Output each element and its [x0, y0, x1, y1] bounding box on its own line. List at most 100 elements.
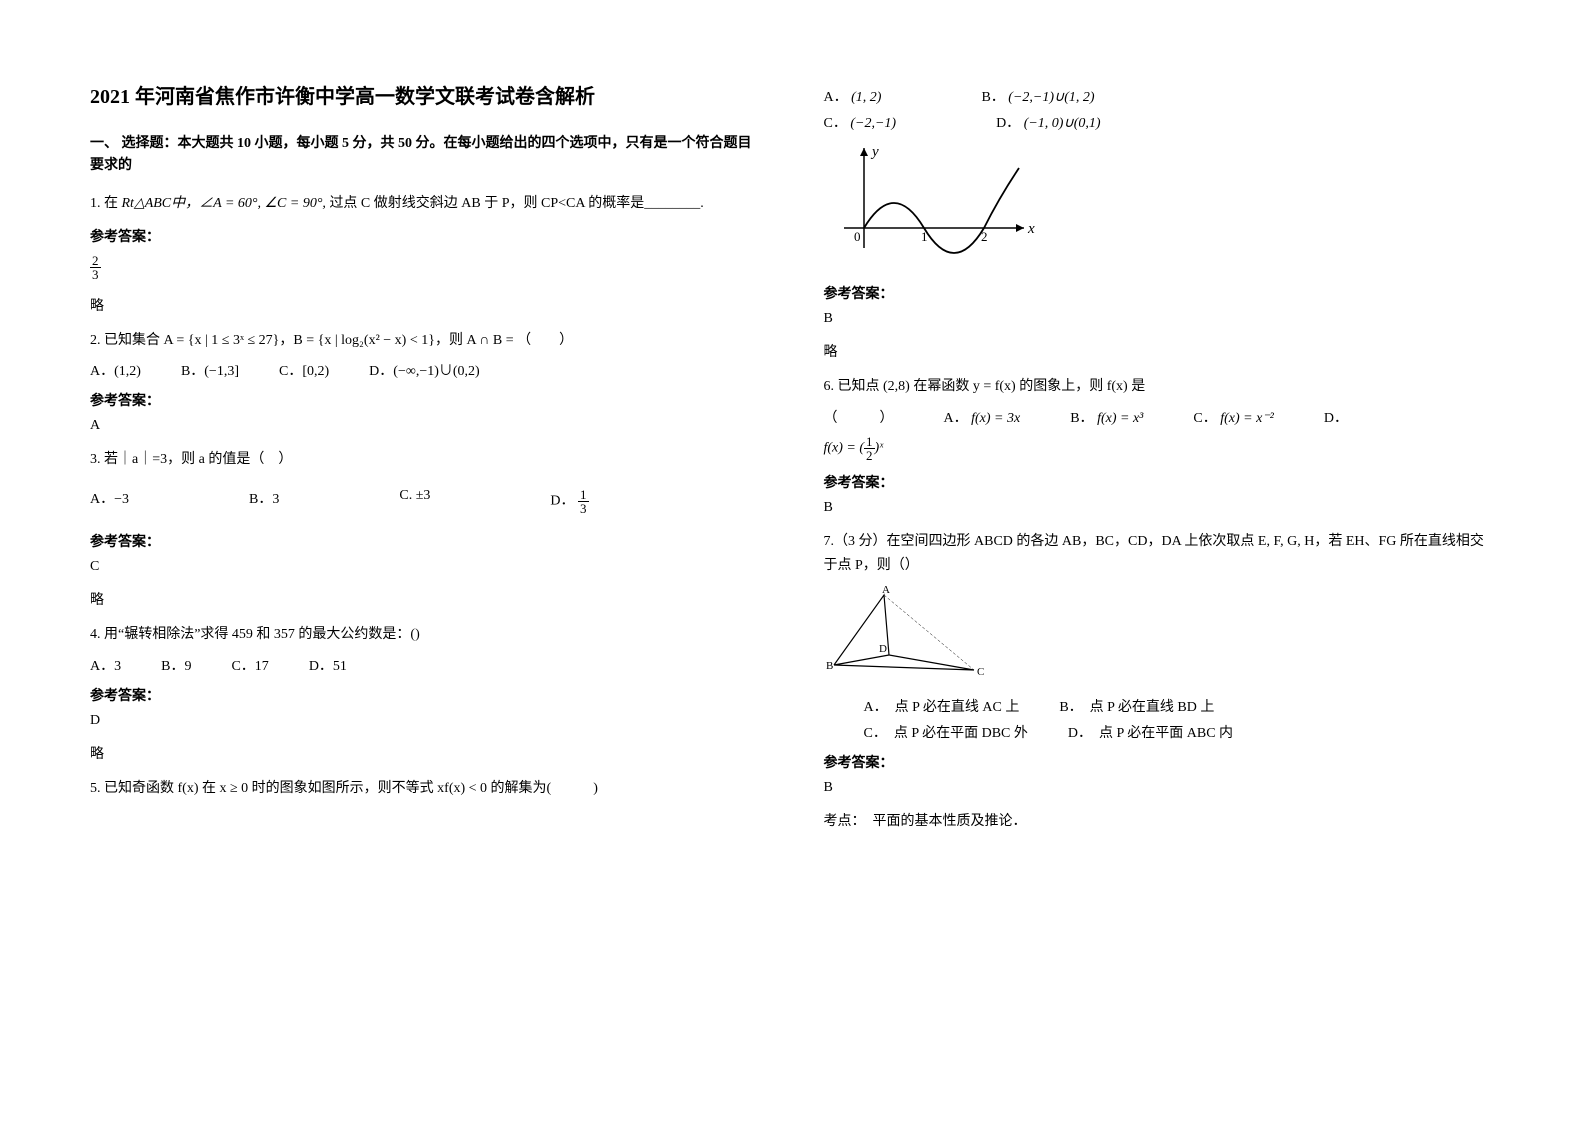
q4-ans-label: 参考答案： — [90, 685, 764, 705]
q6-optD-pre: D． — [1324, 407, 1348, 427]
q7-optB: B． 点 P 必在直线 BD 上 — [1059, 696, 1214, 716]
q7-optA: A． 点 P 必在直线 AC 上 — [864, 696, 1020, 716]
q1-ans-den: 3 — [90, 268, 101, 281]
page: 2021 年河南省焦作市许衡中学高一数学文联考试卷含解析 一、 选择题：本大题共… — [0, 0, 1587, 882]
q5-ans: B — [824, 311, 1498, 327]
q3-optD-pre: D． — [550, 494, 574, 509]
q3-optA: A．−3 — [90, 488, 129, 515]
label-D: D — [879, 643, 887, 655]
q5-optA: A． (1, 2) — [824, 86, 882, 106]
q5-optD: D． (−1, 0)∪(0,1) — [996, 112, 1100, 132]
section-1-heading: 一、 选择题：本大题共 10 小题，每小题 5 分，共 50 分。在每小题给出的… — [90, 133, 764, 178]
q2-optC: C．[0,2) — [279, 360, 329, 380]
q6-optD-num: 1 — [864, 435, 875, 449]
q5-optC-val: (−2,−1) — [850, 116, 896, 131]
q5: 5. 已知奇函数 f(x) 在 x ≥ 0 时的图象如图所示，则不等式 xf(x… — [90, 777, 764, 801]
q6-paren: （ ） — [824, 407, 894, 427]
q3-options: A．−3 B．3 C. ±3 D． 1 3 — [90, 488, 764, 515]
q7-optD: D． 点 P 必在平面 ABC 内 — [1068, 722, 1233, 742]
q1-expr: Rt△ABC中，∠A = 60°, ∠C = 90°, — [122, 196, 326, 211]
q5-graph: 0 1 2 x y — [824, 138, 1498, 273]
q1-suffix: 过点 C 做射线交斜边 AB 于 P，则 CP<CA 的概率是________. — [329, 196, 703, 211]
q5-optC-pre: C． — [824, 116, 847, 131]
tick-1: 1 — [921, 229, 928, 244]
q3-optB: B．3 — [249, 488, 279, 515]
q5-options-row1: A． (1, 2) B． (−2,−1)∪(1, 2) — [824, 86, 1498, 106]
q2-optD: D．(−∞,−1)∪(0,2) — [369, 360, 480, 380]
q7-ans: B — [824, 780, 1498, 796]
q6-optA-val: f(x) = 3x — [971, 411, 1020, 426]
origin-label: 0 — [854, 229, 861, 244]
q5-optD-pre: D． — [996, 116, 1020, 131]
q6-optC-val: f(x) = x⁻² — [1220, 411, 1274, 426]
q4-optB: B．9 — [161, 655, 191, 675]
left-column: 2021 年河南省焦作市许衡中学高一数学文联考试卷含解析 一、 选择题：本大题共… — [90, 80, 764, 842]
q5-options-row2: C． (−2,−1) D． (−1, 0)∪(0,1) — [824, 112, 1498, 132]
q1-slight: 略 — [90, 295, 764, 315]
q6-optC: C． f(x) = x⁻² — [1193, 407, 1274, 427]
q1-ans-label: 参考答案： — [90, 226, 764, 246]
tick-2: 2 — [981, 229, 988, 244]
q4-optD: D．51 — [309, 655, 347, 675]
q6-optC-pre: C． — [1193, 411, 1216, 426]
q3-optD-den: 3 — [578, 502, 589, 515]
q6-optB-pre: B． — [1070, 411, 1093, 426]
q7: 7.（3 分）在空间四边形 ABCD 的各边 AB，BC，CD，DA 上依次取点… — [824, 530, 1498, 578]
q6-optA-pre: A． — [944, 411, 968, 426]
q3-slight: 略 — [90, 589, 764, 609]
q7-optC: C． 点 P 必在平面 DBC 外 — [864, 722, 1028, 742]
x-label: x — [1027, 221, 1035, 237]
q2-ans: A — [90, 418, 764, 434]
q3-ans: C — [90, 559, 764, 575]
q6-optB-val: f(x) = x³ — [1097, 411, 1143, 426]
q6-ans-label: 参考答案： — [824, 472, 1498, 492]
q3-optD-frac: 1 3 — [578, 488, 589, 515]
q5-optB-val: (−2,−1)∪(1, 2) — [1008, 90, 1094, 105]
right-column: A． (1, 2) B． (−2,−1)∪(1, 2) C． (−2,−1) D… — [824, 80, 1498, 842]
q3-ans-label: 参考答案： — [90, 531, 764, 551]
tetra-edge-ac — [884, 595, 974, 670]
q7-opts-row2: C． 点 P 必在平面 DBC 外 D． 点 P 必在平面 ABC 内 — [864, 722, 1498, 742]
label-A: A — [882, 585, 890, 596]
q5-slight: 略 — [824, 341, 1498, 361]
q5-optB-pre: B． — [981, 90, 1004, 105]
curve — [864, 168, 1019, 253]
q1-ans-num: 2 — [90, 254, 101, 268]
q5-graph-svg: 0 1 2 x y — [824, 138, 1044, 268]
x-arrow-icon — [1016, 224, 1024, 232]
y-label: y — [870, 144, 879, 160]
q7-diagram-svg: A B C D — [824, 585, 994, 685]
q7-ans-label: 参考答案： — [824, 752, 1498, 772]
q3-optD: D． 1 3 — [550, 488, 588, 515]
q5-optA-pre: A． — [824, 90, 848, 105]
q7-opts-row1: A． 点 P 必在直线 AC 上 B． 点 P 必在直线 BD 上 — [864, 696, 1498, 716]
q6: 6. 已知点 (2,8) 在幂函数 y = f(x) 的图象上，则 f(x) 是 — [824, 375, 1498, 399]
q2: 2. 已知集合 A = {x | 1 ≤ 3ˣ ≤ 27}，B = {x | l… — [90, 329, 764, 353]
q7-kaodian: 考点： 平面的基本性质及推论． — [824, 810, 1498, 834]
q2-ans-label: 参考答案： — [90, 390, 764, 410]
q5-optB: B． (−2,−1)∪(1, 2) — [981, 86, 1094, 106]
q1-ans: 2 3 — [90, 254, 764, 281]
q3-optC: C. ±3 — [399, 488, 430, 515]
q4-ans: D — [90, 713, 764, 729]
q3: 3. 若｜a｜=3，则 a 的值是（ ） — [90, 448, 764, 472]
tetra-lines — [834, 595, 974, 670]
q7-diagram: A B C D — [824, 585, 1498, 690]
q4-options: A．3 B．9 C．17 D．51 — [90, 655, 764, 675]
q2-optA: A．(1,2) — [90, 360, 141, 380]
q7-options: A． 点 P 必在直线 AC 上 B． 点 P 必在直线 BD 上 C． 点 P… — [864, 696, 1498, 742]
q1-ans-frac: 2 3 — [90, 254, 101, 281]
q6-optD-prefix: f(x) = ( — [824, 441, 865, 456]
q5-optC: C． (−2,−1) — [824, 112, 897, 132]
label-B: B — [826, 660, 833, 672]
y-arrow-icon — [860, 148, 868, 156]
label-C: C — [977, 666, 984, 678]
q3-optD-num: 1 — [578, 488, 589, 502]
q4: 4. 用“辗转相除法”求得 459 和 357 的最大公约数是：() — [90, 623, 764, 647]
q1-prefix: 1. 在 — [90, 196, 118, 211]
q5-ans-label: 参考答案： — [824, 283, 1498, 303]
q6-optD-frac: 12 — [864, 435, 875, 462]
q4-optA: A．3 — [90, 655, 121, 675]
q4-slight: 略 — [90, 743, 764, 763]
q6-ans: B — [824, 500, 1498, 516]
